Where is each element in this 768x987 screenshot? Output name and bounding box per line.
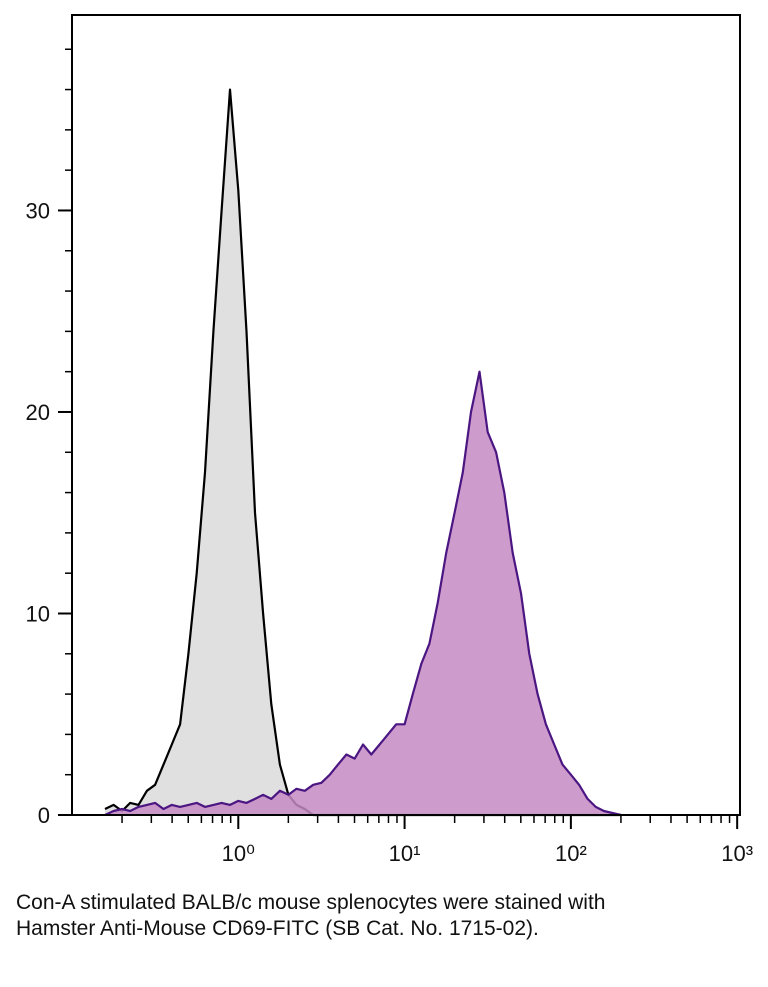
area-fill [105, 89, 621, 816]
plot-frame [71, 14, 741, 816]
y-tick-label: 0 [38, 803, 50, 828]
y-tick-label: 30 [26, 198, 50, 223]
histogram-line [104, 370, 622, 817]
x-tick-label: 10⁰ [222, 841, 255, 866]
chart: 0 10 20 30 10⁰ 10¹ 10² 10³ [26, 14, 753, 866]
histogram-line [104, 88, 621, 817]
y-tick-label: 10 [26, 601, 50, 626]
x-tick-label: 10² [555, 841, 587, 866]
x-tick-label: 10³ [721, 841, 753, 866]
caption: Con-A stimulated BALB/c mouse splenocyte… [16, 891, 606, 940]
y-tick-label: 20 [26, 400, 50, 425]
area-fill [105, 371, 621, 815]
x-tick-label: 10¹ [389, 841, 421, 866]
